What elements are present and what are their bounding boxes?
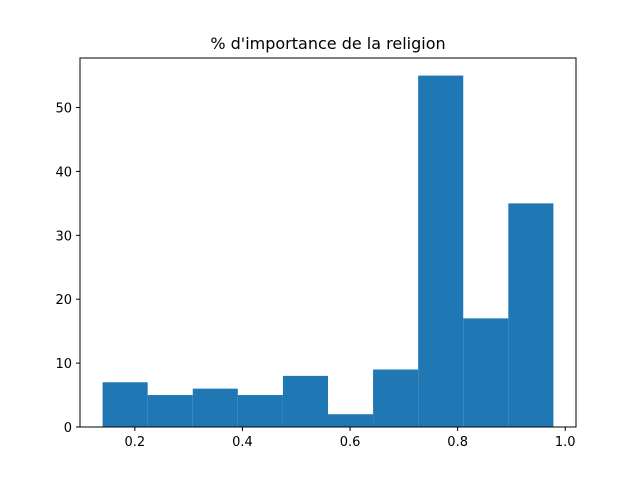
y-tick-label: 30 (55, 229, 72, 244)
histogram-bar (508, 203, 554, 427)
plot-frame (79, 57, 577, 428)
y-tick-label: 10 (55, 357, 72, 372)
histogram-bar (237, 395, 283, 427)
y-tick-label: 40 (55, 165, 72, 180)
histogram-bar (147, 395, 193, 427)
bars-group (102, 75, 554, 428)
histogram-bar (328, 414, 374, 427)
histogram-bar (418, 75, 464, 428)
histogram-bar (282, 375, 328, 427)
chart-title: % d'importance de la religion (210, 34, 445, 53)
y-tick-label: 0 (64, 421, 72, 436)
x-tick-label: 0.6 (340, 435, 361, 450)
y-tick-label: 20 (55, 293, 72, 308)
histogram-bar (463, 318, 509, 427)
x-tick-label: 1.0 (555, 435, 576, 450)
y-axis-ticks: 0 10 20 30 40 50 (55, 102, 80, 436)
x-axis-ticks: 0.2 0.4 0.6 0.8 1.0 (125, 427, 576, 450)
histogram-bar (373, 369, 419, 427)
x-tick-label: 0.8 (447, 435, 468, 450)
y-tick-label: 50 (55, 102, 72, 117)
histogram-bar (102, 382, 148, 427)
x-tick-label: 0.2 (125, 435, 146, 450)
x-tick-label: 0.4 (232, 435, 253, 450)
histogram-bar (192, 388, 238, 427)
